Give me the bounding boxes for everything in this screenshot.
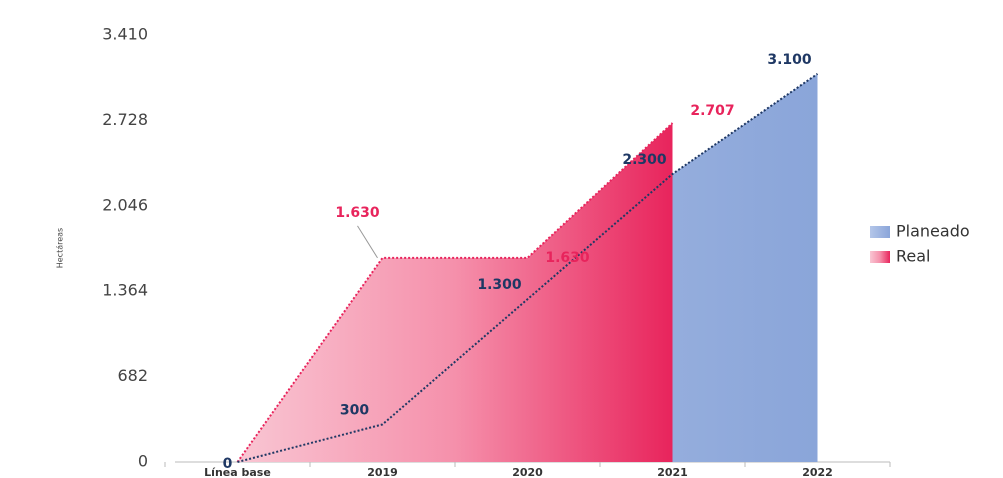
x-tick-label: Línea base <box>204 466 271 478</box>
data-label: 2.707 <box>690 103 734 119</box>
y-tick-label: 2.046 <box>102 195 148 214</box>
leader-line <box>357 225 378 259</box>
data-label: 2.300 <box>622 152 667 168</box>
x-tick-label: 2021 <box>657 466 688 478</box>
data-label: 0 <box>223 456 233 472</box>
legend-label: Real <box>896 247 931 266</box>
y-tick-label: 3.410 <box>102 25 148 44</box>
x-tick-label: 2022 <box>802 466 833 478</box>
data-label: 1.630 <box>335 205 380 221</box>
y-tick-label: 1.364 <box>102 281 148 300</box>
y-tick-label: 0 <box>138 452 148 471</box>
line <box>236 122 674 463</box>
line <box>237 72 819 463</box>
legend-swatch <box>870 251 890 263</box>
y-tick-label: 2.728 <box>102 110 148 129</box>
y-axis-label: Hectáreas <box>56 228 65 268</box>
legend-swatch <box>870 226 890 238</box>
data-label: 3.100 <box>767 52 812 68</box>
y-tick-label: 682 <box>117 366 148 385</box>
data-label: 1.300 <box>477 277 522 293</box>
x-tick-label: 2020 <box>512 466 543 478</box>
data-label: 300 <box>340 402 369 418</box>
data-label: 1.630 <box>545 250 590 266</box>
legend-label: Planeado <box>896 222 970 241</box>
area <box>237 123 673 463</box>
x-tick-label: 2019 <box>367 466 398 478</box>
